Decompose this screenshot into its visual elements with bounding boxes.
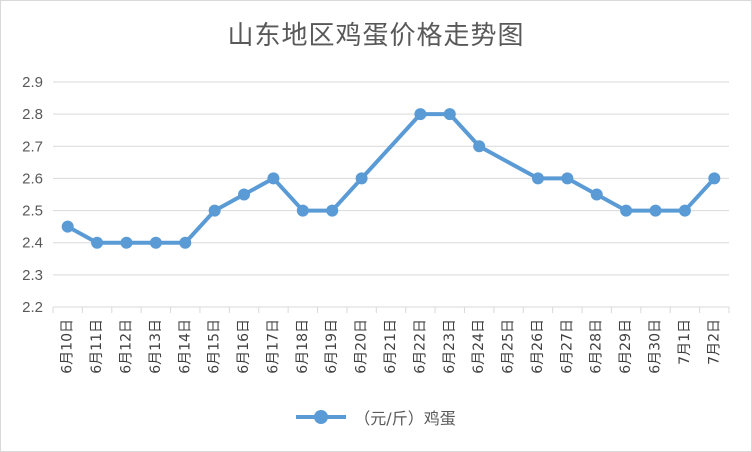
data-point [561,172,574,185]
legend-label: （元/斤）鸡蛋 [354,409,456,428]
data-point [208,204,221,217]
legend: （元/斤）鸡蛋 [1,405,751,429]
data-point [267,172,280,185]
data-point [414,108,427,121]
data-point [61,220,74,233]
x-tick-label: 6月14日 [177,319,193,374]
x-tick-label: 6月30日 [648,319,664,374]
x-tick-label: 7月1日 [677,319,693,365]
x-tick-label: 7月2日 [706,319,722,365]
legend-marker-icon [296,410,347,424]
x-tick-label: 6月22日 [412,319,428,374]
x-tick-label: 6月19日 [324,319,340,374]
data-point [149,236,162,249]
data-point [179,236,192,249]
data-point [531,172,544,185]
x-tick-label: 6月25日 [501,319,517,374]
x-tick-label: 6月23日 [442,319,458,374]
data-point [473,140,486,153]
x-tick-label: 6月29日 [618,319,634,374]
x-tick-label: 6月17日 [265,319,281,374]
data-point [443,108,456,121]
data-point [296,204,309,217]
x-tick-label: 6月18日 [295,319,311,374]
data-point [708,172,721,185]
data-point [120,236,133,249]
x-tick-label: 6月13日 [148,319,164,374]
data-point [678,204,691,217]
y-tick-label: 2.3 [22,267,43,284]
x-tick-label: 6月21日 [383,319,399,374]
x-tick-label: 6月28日 [589,319,605,374]
x-tick-label: 6月16日 [236,319,252,374]
y-tick-label: 2.6 [22,170,43,187]
x-tick-label: 6月12日 [118,319,134,374]
chart-title: 山东地区鸡蛋价格走势图 [227,21,525,51]
data-point [91,236,104,249]
data-point [620,204,633,217]
y-tick-label: 2.5 [22,203,43,220]
data-point [355,172,368,185]
y-tick-label: 2.7 [22,138,43,155]
data-point [649,204,662,217]
data-point [590,188,603,201]
data-point [326,204,339,217]
x-tick-label: 6月20日 [354,319,370,374]
y-tick-label: 2.9 [22,74,43,91]
x-tick-label: 6月26日 [530,319,546,374]
x-tick-label: 6月24日 [471,319,487,374]
plot-area: 2.2 2.3 2.4 2.5 2.6 2.7 2.8 2.9 6月10日 6月11日 6月12日 6… [22,74,730,374]
data-point [238,188,251,201]
x-tick-label: 6月15日 [207,319,223,374]
x-tick-label: 6月10日 [60,319,76,374]
y-tick-label: 2.4 [22,235,43,252]
x-tick-label: 6月11日 [89,319,105,374]
y-tick-label: 2.8 [22,106,43,123]
y-tick-label: 2.2 [22,299,43,316]
x-tick-label: 6月27日 [559,319,575,374]
